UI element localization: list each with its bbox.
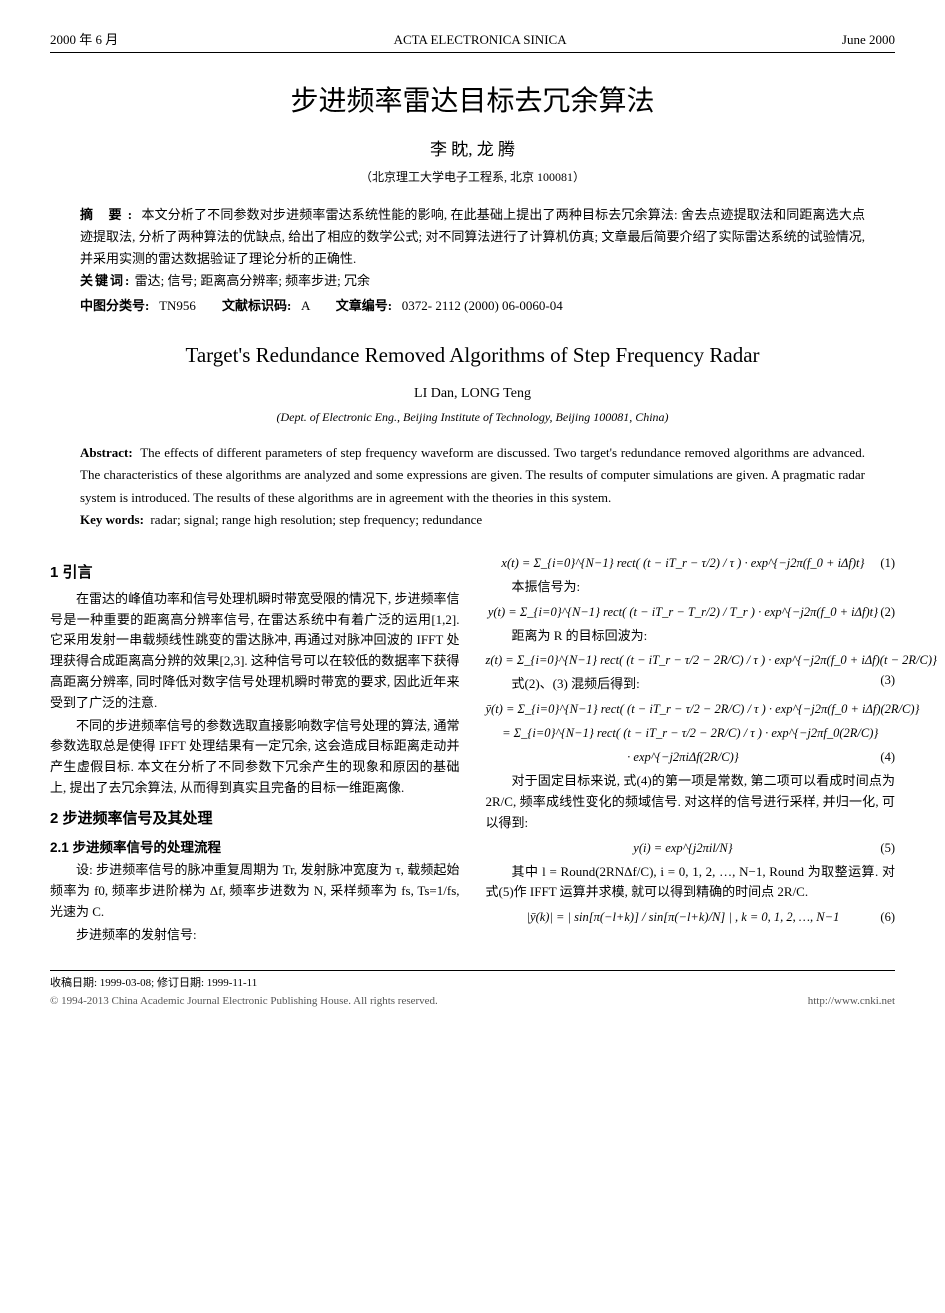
head-left: 2000 年 6 月 xyxy=(50,30,118,50)
section-1-para-1: 在雷达的峰值功率和信号处理机瞬时带宽受限的情况下, 步进频率信号是一种重要的距离… xyxy=(50,589,460,714)
head-right: June 2000 xyxy=(842,30,895,50)
abstract-chinese: 摘 要: 本文分析了不同参数对步进频率雷达系统性能的影响, 在此基础上提出了两种… xyxy=(80,204,865,270)
equation-5: y(i) = exp^{j2πil/N} (5) xyxy=(486,838,896,858)
title-chinese: 步进频率雷达目标去冗余算法 xyxy=(50,81,895,123)
equation-4b: = Σ_{i=0}^{N−1} rect( (t − iT_r − τ/2 − … xyxy=(486,723,896,743)
affiliation-chinese: （北京理工大学电子工程系, 北京 100081） xyxy=(50,168,895,186)
clc-value: TN956 xyxy=(159,298,196,313)
section-1-para-2: 不同的步进频率信号的参数选取直接影响数字信号处理的算法, 通常参数选取总是使得 … xyxy=(50,716,460,799)
authors-chinese: 李 眈, 龙 腾 xyxy=(50,137,895,163)
right-intro-2: 距离为 R 的目标回波为: xyxy=(486,626,896,647)
affiliation-english: (Dept. of Electronic Eng., Beijing Insti… xyxy=(50,408,895,426)
keywords-cn-label: 关键词: xyxy=(80,273,131,288)
page-footer: 收稿日期: 1999-03-08; 修订日期: 1999-11-11 © 199… xyxy=(50,970,895,1010)
right-para-1: 对于固定目标来说, 式(4)的第一项是常数, 第二项可以看成时间点为 2R/C,… xyxy=(486,771,896,833)
keywords-en-text: radar; signal; range high resolution; st… xyxy=(150,512,482,527)
doccode-value: A xyxy=(301,298,310,313)
right-para-2: 其中 l = Round(2RNΔf/C), i = 0, 1, 2, …, N… xyxy=(486,862,896,904)
watermark-right: http://www.cnki.net xyxy=(808,993,895,1010)
equation-6: |ȳ(k)| = | sin[π(−l+k)] / sin[π(−l+k)/N]… xyxy=(486,907,896,927)
abstract-en-label: Abstract: xyxy=(80,445,133,460)
head-center: ACTA ELECTRONICA SINICA xyxy=(394,30,567,50)
right-intro-3: 式(2)、(3) 混频后得到: xyxy=(486,674,896,695)
running-head: 2000 年 6 月 ACTA ELECTRONICA SINICA June … xyxy=(50,30,895,53)
keywords-cn-text: 雷达; 信号; 距离高分辨率; 频率步进; 冗余 xyxy=(135,273,370,288)
doccode-label: 文献标识码: xyxy=(222,298,291,313)
abstract-cn-label: 摘 要: xyxy=(80,207,138,222)
eq6-number: (6) xyxy=(880,907,895,927)
equation-3: z(t) = Σ_{i=0}^{N−1} rect( (t − iT_r − τ… xyxy=(486,650,896,670)
section-1-heading: 1 引言 xyxy=(50,561,460,585)
eq5-body: y(i) = exp^{j2πil/N} xyxy=(633,841,732,855)
equation-2: y(t) = Σ_{i=0}^{N−1} rect( (t − iT_r − T… xyxy=(486,602,896,622)
cnki-watermark: © 1994-2013 China Academic Journal Elect… xyxy=(50,993,895,1010)
keywords-chinese: 关键词: 雷达; 信号; 距离高分辨率; 频率步进; 冗余 xyxy=(80,270,865,292)
eq2-body: y(t) = Σ_{i=0}^{N−1} rect( (t − iT_r − T… xyxy=(488,605,878,619)
section-2-1-para-1: 设: 步进频率信号的脉冲重复周期为 Tr, 发射脉冲宽度为 τ, 载频起始频率为… xyxy=(50,860,460,922)
eq2-number: (2) xyxy=(880,602,895,622)
body-columns: 1 引言 在雷达的峰值功率和信号处理机瞬时带宽受限的情况下, 步进频率信号是一种… xyxy=(50,553,895,946)
eq1-number: (1) xyxy=(880,553,895,573)
eq4c-body: · exp^{−j2πiΔf(2R/C)} xyxy=(627,750,739,764)
watermark-left: © 1994-2013 China Academic Journal Elect… xyxy=(50,993,438,1010)
abstract-cn-text: 本文分析了不同参数对步进频率雷达系统性能的影响, 在此基础上提出了两种目标去冗余… xyxy=(80,207,865,266)
eq1-body: x(t) = Σ_{i=0}^{N−1} rect( (t − iT_r − τ… xyxy=(501,556,864,570)
abstract-en-text: The effects of different parameters of s… xyxy=(80,445,865,504)
section-2-1-para-2: 步进频率的发射信号: xyxy=(50,925,460,946)
right-intro-1: 本振信号为: xyxy=(486,577,896,598)
abstract-english: Abstract: The effects of different param… xyxy=(80,442,865,508)
artid-label: 文章编号: xyxy=(336,298,392,313)
clc-label: 中图分类号: xyxy=(80,298,149,313)
keywords-en-label: Key words: xyxy=(80,512,144,527)
eq5-number: (5) xyxy=(880,838,895,858)
title-english: Target's Redundance Removed Algorithms o… xyxy=(50,340,895,372)
keywords-english: Key words: radar; signal; range high res… xyxy=(80,509,865,531)
artid-value: 0372- 2112 (2000) 06-0060-04 xyxy=(402,298,563,313)
eq3-body: z(t) = Σ_{i=0}^{N−1} rect( (t − iT_r − τ… xyxy=(486,653,937,667)
section-2-heading: 2 步进频率信号及其处理 xyxy=(50,807,460,831)
eq3-number: (3) xyxy=(880,670,895,690)
received-date: 收稿日期: 1999-03-08; 修订日期: 1999-11-11 xyxy=(50,975,895,992)
equation-1: x(t) = Σ_{i=0}^{N−1} rect( (t − iT_r − τ… xyxy=(486,553,896,573)
eq6-body: |ȳ(k)| = | sin[π(−l+k)] / sin[π(−l+k)/N]… xyxy=(527,910,840,924)
equation-4a: ȳ(t) = Σ_{i=0}^{N−1} rect( (t − iT_r − τ… xyxy=(486,699,896,719)
classification-line: 中图分类号: TN956 文献标识码: A 文章编号: 0372- 2112 (… xyxy=(80,296,865,316)
equation-4c: · exp^{−j2πiΔf(2R/C)} (4) xyxy=(486,747,896,767)
authors-english: LI Dan, LONG Teng xyxy=(50,383,895,404)
section-2-1-heading: 2.1 步进频率信号的处理流程 xyxy=(50,837,460,859)
eq4-number: (4) xyxy=(880,747,895,767)
